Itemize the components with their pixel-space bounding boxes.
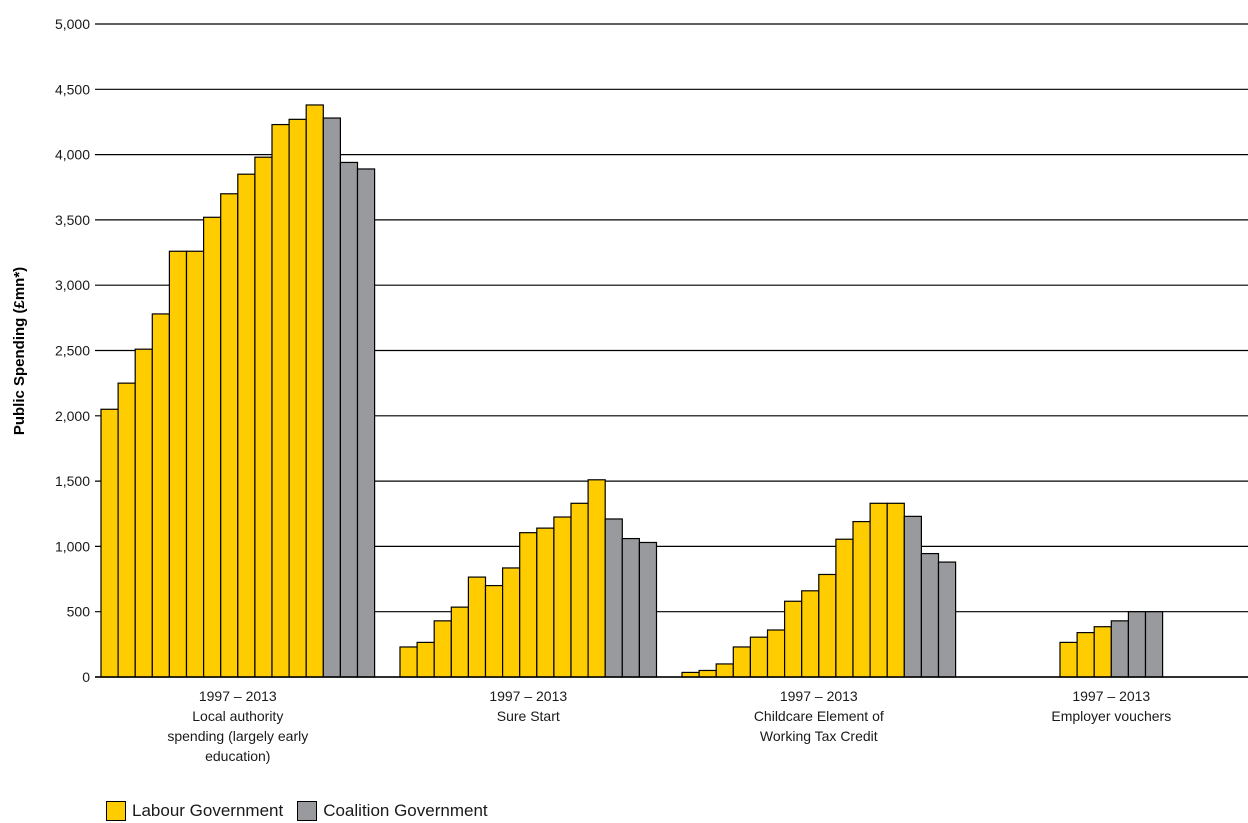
labour-bar: [134, 348, 153, 678]
coalition-bar: [322, 117, 341, 678]
labour-bar: [484, 584, 504, 678]
labour-bar: [237, 173, 256, 678]
labour-bar: [203, 216, 222, 678]
legend-item-labour: Labour Government: [106, 801, 283, 821]
labour-bar: [467, 576, 487, 678]
coalition-bar: [920, 552, 940, 678]
labour-bar: [783, 600, 803, 678]
labour-bar: [305, 104, 324, 678]
bar-chart: 0 500 1,000 1,500 2,000 2,500 3,000 3,500 4,000 4…: [11, 16, 1248, 764]
group-label-line: Local authority: [192, 708, 283, 724]
labour-bar: [698, 669, 717, 678]
labour-bar: [185, 250, 205, 678]
labour-bar: [869, 502, 888, 678]
y-tick-label: 0: [82, 669, 90, 685]
labour-bar: [151, 313, 171, 678]
group-label-line: education): [205, 748, 270, 764]
labour-bar: [168, 250, 188, 678]
labour-bar: [519, 532, 538, 678]
labour-bar: [271, 123, 290, 678]
group-label-line: Childcare Element of: [754, 708, 884, 724]
y-tick-label: 2,500: [55, 343, 90, 359]
y-tick-label: 500: [67, 604, 91, 620]
labour-bar: [288, 118, 307, 678]
labour-bar: [766, 629, 786, 678]
labour-bar: [587, 479, 606, 678]
labour-bar: [886, 502, 905, 678]
coalition-bar: [638, 541, 658, 678]
coalition-bar: [604, 518, 623, 678]
bars: [95, 104, 1248, 678]
group-label-line: spending (largely early: [167, 728, 308, 744]
labour-bar: [570, 502, 589, 678]
coalition-bar: [937, 561, 957, 678]
group-label-line: Working Tax Credit: [760, 728, 878, 744]
y-tick-label: 3,000: [55, 277, 90, 293]
coalition-bar: [1144, 611, 1164, 678]
y-tick-label: 4,500: [55, 81, 90, 97]
y-tick-label: 1,000: [55, 538, 90, 554]
y-tick-label: 2,000: [55, 408, 90, 424]
group-label-line: 1997 – 2013: [780, 688, 858, 704]
labour-bar: [818, 573, 837, 678]
group-label-line: 1997 – 2013: [1072, 688, 1150, 704]
labour-bar: [117, 382, 136, 678]
legend-swatch-labour: [106, 801, 126, 821]
labour-bar: [450, 606, 469, 678]
labour-bar: [416, 641, 435, 678]
y-tick-label: 5,000: [55, 16, 90, 32]
labour-bar: [732, 646, 751, 678]
y-tick-label: 4,000: [55, 147, 90, 163]
group-label-line: 1997 – 2013: [199, 688, 277, 704]
y-axis-ticks: 0 500 1,000 1,500 2,000 2,500 3,000 3,500 4,000 4…: [55, 16, 90, 685]
coalition-bar: [1127, 611, 1147, 678]
coalition-bar: [621, 537, 640, 678]
labour-bar: [1076, 631, 1095, 678]
labour-bar: [852, 520, 871, 678]
labour-bar: [399, 646, 418, 678]
legend: Labour Government Coalition Government: [106, 801, 502, 821]
coalition-bar: [339, 161, 359, 678]
labour-bar: [835, 538, 854, 678]
labour-bar: [220, 193, 239, 678]
labour-bar: [433, 620, 452, 678]
y-tick-label: 3,500: [55, 212, 90, 228]
legend-item-coalition: Coalition Government: [297, 801, 488, 821]
labour-bar: [1093, 626, 1112, 678]
group-label-line: Sure Start: [497, 708, 560, 724]
labour-bar: [553, 516, 572, 678]
labour-bar: [801, 590, 820, 678]
group-labels: 1997 – 2013 Local authority spending (larg…: [167, 688, 1171, 764]
labour-bar: [254, 156, 273, 678]
legend-label-labour: Labour Government: [132, 801, 284, 820]
coalition-bar: [903, 515, 922, 678]
y-tick-label: 1,500: [55, 473, 90, 489]
labour-bar: [749, 636, 769, 678]
labour-bar: [100, 408, 119, 678]
y-axis-label: Public Spending (£mn*): [11, 267, 28, 435]
labour-bar: [1059, 641, 1078, 678]
coalition-bar: [356, 168, 376, 678]
labour-bar: [502, 567, 521, 678]
labour-bar: [536, 527, 555, 678]
labour-bar: [715, 663, 734, 678]
legend-label-coalition: Coalition Government: [323, 801, 488, 820]
group-label-line: Employer vouchers: [1051, 708, 1171, 724]
group-label-line: 1997 – 2013: [489, 688, 567, 704]
coalition-bar: [1110, 620, 1130, 678]
legend-swatch-coalition: [297, 801, 318, 821]
